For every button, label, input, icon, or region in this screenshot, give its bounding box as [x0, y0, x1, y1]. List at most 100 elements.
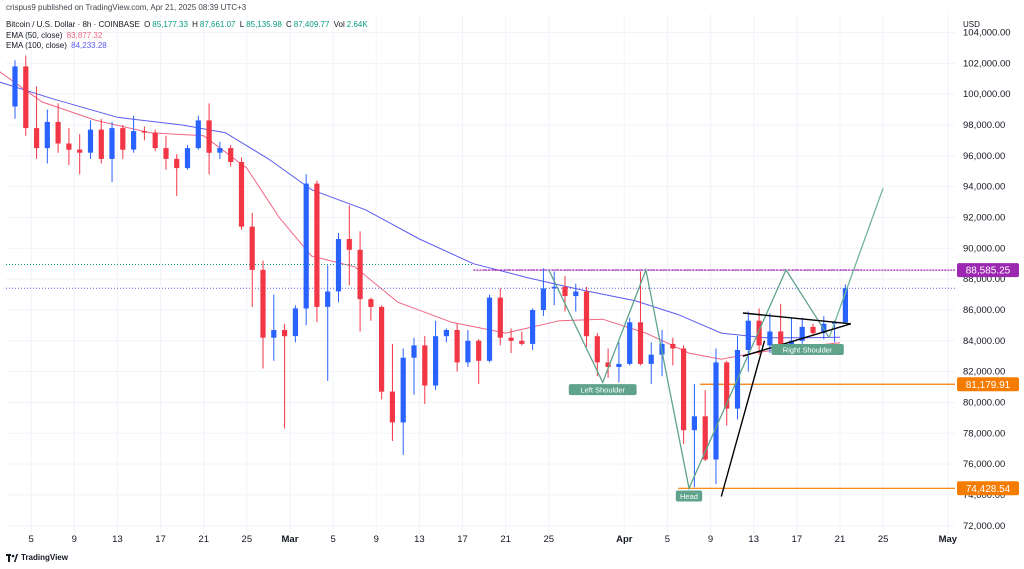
ema100-legend[interactable]: EMA (100, close) 84,233.28 — [6, 41, 107, 50]
candle-body — [87, 129, 94, 153]
candle-body — [627, 322, 633, 364]
close-value: 87,409.77 — [293, 20, 330, 29]
candle-body — [745, 320, 751, 350]
y-tick-label: 84,000.00 — [963, 336, 1005, 347]
candle-body — [174, 158, 180, 169]
candle-body — [238, 162, 245, 227]
volume-label: Vol — [333, 20, 345, 29]
ema50-value: 83,877.32 — [66, 31, 103, 40]
ema-lines — [0, 71, 841, 360]
price-tag-label: 74,428.54 — [966, 484, 1011, 495]
x-tick-label: 21 — [500, 534, 511, 545]
y-tick-label: 88,000.00 — [963, 274, 1005, 285]
x-tick-label: 17 — [155, 534, 166, 545]
open-label: O — [144, 20, 151, 29]
x-tick-label: May — [939, 534, 958, 545]
y-tick-label: 80,000.00 — [963, 397, 1005, 408]
candle-body — [767, 331, 773, 346]
low-value: 85,135.98 — [246, 20, 282, 29]
candle-body — [454, 330, 460, 363]
low-label: L — [239, 20, 245, 29]
candle-body — [109, 128, 115, 159]
candle-body — [217, 148, 223, 153]
x-tick-label: 9 — [374, 534, 379, 545]
candle-body — [389, 391, 395, 423]
x-tick-label: 21 — [835, 534, 846, 545]
x-tick-label: 5 — [665, 534, 670, 545]
currency-label[interactable]: USD — [963, 20, 980, 29]
candle-body — [44, 121, 50, 149]
x-tick-label: 5 — [29, 534, 34, 545]
candle-body — [530, 310, 536, 344]
candle-body — [12, 66, 18, 107]
price-tag — [957, 377, 1019, 392]
triangle-line — [742, 312, 851, 325]
x-tick-label: 9 — [708, 534, 713, 545]
candle-body — [724, 362, 730, 409]
price-tag-label: 81,179.91 — [966, 380, 1011, 391]
price-axis[interactable]: 72,000.00 74,000.00 76,000.00 78,000.00 80,0… — [963, 27, 1011, 531]
candles[interactable] — [12, 55, 848, 488]
candle-body — [228, 148, 234, 162]
ema50-label: EMA (50, close) — [6, 31, 63, 40]
candle-body — [540, 288, 546, 310]
candle-body — [497, 297, 503, 338]
x-tick-label: 25 — [544, 534, 555, 545]
x-tick-label: 5 — [330, 534, 335, 545]
annotation-label: Left Shoulder — [580, 386, 625, 395]
price-tag — [957, 263, 1019, 278]
x-tick-label: Mar — [282, 534, 299, 545]
candle-body — [206, 120, 212, 153]
x-tick-label: 13 — [748, 534, 759, 545]
candle-body — [637, 322, 644, 364]
y-tick-label: 94,000.00 — [963, 182, 1005, 193]
volume-value: 2.64K — [346, 20, 368, 29]
annotation-badge — [675, 490, 703, 502]
candle-body — [465, 340, 471, 363]
symbol-name[interactable]: Bitcoin / U.S. Dollar · 8h · COINBASE — [6, 20, 140, 29]
candle-body — [23, 66, 29, 129]
candle-body — [422, 345, 428, 386]
tradingview-brand[interactable]: TradingView — [6, 553, 68, 562]
candle-body — [152, 132, 158, 149]
candle-body — [648, 354, 654, 364]
high-value: 87,661.07 — [199, 20, 236, 29]
tradingview-logo-icon — [6, 553, 18, 562]
high-label: H — [192, 20, 198, 29]
candle-body — [713, 362, 719, 460]
annotation-label: Right Shoulder — [783, 346, 833, 355]
price-tag-label: 88,585.25 — [966, 266, 1011, 277]
candle-body — [670, 343, 676, 349]
y-tick-label: 72,000.00 — [963, 521, 1005, 532]
ema50-legend[interactable]: EMA (50, close) 83,877.32 — [6, 31, 102, 40]
time-axis[interactable]: 5 9 13 17 21 25 Mar 5 9 13 17 21 25 Apr 5 9 13 17 21 25 May — [29, 534, 958, 545]
drawings: Left Shoulder Head Right Shoulder — [484, 187, 884, 502]
x-tick-label: 21 — [198, 534, 209, 545]
candle-body — [681, 348, 687, 431]
ema100-line — [0, 81, 841, 339]
price-tag — [957, 481, 1019, 496]
candle-body — [271, 330, 277, 338]
candle-body — [411, 345, 417, 358]
candle-body — [756, 320, 762, 346]
annotation-badge — [771, 344, 844, 355]
candle-body — [357, 249, 363, 300]
candle-body — [702, 416, 708, 460]
candle-body — [195, 120, 201, 149]
y-tick-label: 98,000.00 — [963, 120, 1005, 131]
candle-body — [562, 286, 568, 296]
head-and-shoulders-line — [548, 267, 830, 491]
x-tick-label: 17 — [792, 534, 803, 545]
candle-body — [141, 131, 147, 133]
x-tick-label: 13 — [112, 534, 123, 545]
ema50-line — [0, 71, 841, 360]
candle-body — [616, 363, 622, 367]
candle-body — [303, 183, 309, 309]
candle-body — [249, 226, 255, 270]
open-value: 85,177.33 — [152, 20, 188, 29]
y-tick-label: 92,000.00 — [963, 212, 1005, 223]
annotation-label: Head — [680, 492, 698, 501]
